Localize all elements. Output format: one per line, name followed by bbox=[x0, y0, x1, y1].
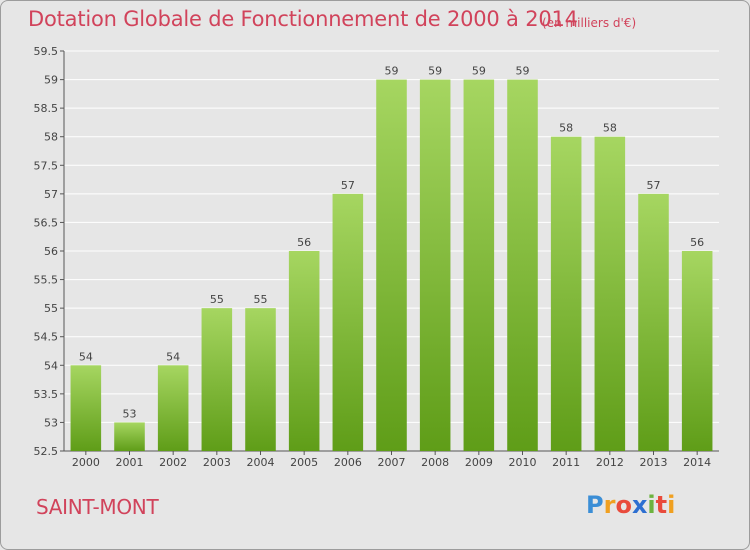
logo-letter: r bbox=[603, 491, 616, 519]
bar-2014 bbox=[681, 251, 713, 451]
logo-letter: i bbox=[647, 491, 656, 519]
value-label: 57 bbox=[647, 179, 661, 192]
value-label: 57 bbox=[341, 179, 355, 192]
value-labels: 54 53 54 55 55 56 57 59 59 59 59 58 58 57 56 bbox=[79, 65, 704, 421]
proxiti-logo[interactable]: Proxiti bbox=[586, 491, 675, 519]
x-tick-label: 2013 bbox=[640, 456, 668, 469]
y-tick-label: 56.5 bbox=[34, 216, 59, 229]
chart-title: Dotation Globale de Fonctionnement de 20… bbox=[28, 7, 578, 31]
value-label: 55 bbox=[254, 293, 268, 306]
value-label: 58 bbox=[559, 122, 573, 135]
value-label: 59 bbox=[516, 65, 530, 78]
bar-2001 bbox=[114, 422, 145, 451]
x-tick-label: 2001 bbox=[116, 456, 144, 469]
bar-2004 bbox=[245, 308, 276, 451]
logo-letter: x bbox=[631, 491, 648, 519]
x-tick-label: 2009 bbox=[465, 456, 493, 469]
bars bbox=[70, 79, 713, 452]
y-tick-label: 59 bbox=[44, 74, 58, 87]
x-tick-label: 2005 bbox=[290, 456, 318, 469]
value-label: 54 bbox=[79, 350, 93, 363]
bar-2003 bbox=[201, 308, 233, 451]
y-tick-label: 58 bbox=[44, 131, 58, 144]
x-tick-label: 2012 bbox=[596, 456, 624, 469]
bar-2013 bbox=[638, 193, 669, 451]
value-label: 53 bbox=[123, 407, 137, 420]
x-tick-label: 2007 bbox=[378, 456, 406, 469]
y-tick-label: 55 bbox=[44, 302, 58, 315]
value-label: 55 bbox=[210, 293, 224, 306]
bar-2010 bbox=[507, 79, 538, 452]
bar-2012 bbox=[594, 136, 626, 451]
logo-letter: o bbox=[615, 491, 632, 519]
y-tick-label: 55.5 bbox=[34, 274, 59, 287]
value-label: 59 bbox=[428, 65, 442, 78]
bar-2006 bbox=[332, 193, 364, 451]
x-tick-label: 2004 bbox=[247, 456, 275, 469]
bar-2002 bbox=[157, 365, 189, 451]
x-tick-label: 2014 bbox=[683, 456, 711, 469]
y-tick-label: 53.5 bbox=[34, 388, 59, 401]
bar-2008 bbox=[419, 79, 451, 452]
value-label: 59 bbox=[472, 65, 486, 78]
value-label: 56 bbox=[690, 236, 704, 249]
value-label: 58 bbox=[603, 122, 617, 135]
y-tick-label: 56 bbox=[44, 245, 58, 258]
value-label: 59 bbox=[385, 65, 399, 78]
bar-2011 bbox=[550, 136, 582, 451]
bar-2007 bbox=[376, 79, 407, 452]
y-tick-labels: 52.5 53 53.5 54 54.5 55 55.5 56 56.5 57 57.5 58 58.5… bbox=[34, 45, 59, 458]
bar-2000 bbox=[70, 365, 102, 451]
x-tick-label: 2008 bbox=[421, 456, 449, 469]
chart-unit: (en milliers d'€) bbox=[542, 16, 637, 30]
value-label: 56 bbox=[297, 236, 311, 249]
bar-2009 bbox=[463, 79, 495, 452]
y-tick-label: 58.5 bbox=[34, 102, 59, 115]
y-tick-label: 52.5 bbox=[34, 445, 59, 458]
x-tick-label: 2006 bbox=[334, 456, 362, 469]
x-tick-label: 2002 bbox=[159, 456, 187, 469]
y-tick-label: 54.5 bbox=[34, 331, 59, 344]
x-tick-label: 2000 bbox=[72, 456, 100, 469]
y-tick-label: 57 bbox=[44, 188, 58, 201]
x-tick-label: 2010 bbox=[509, 456, 537, 469]
logo-letter: i bbox=[667, 491, 676, 519]
logo-letter: P bbox=[586, 491, 604, 519]
x-tick-labels: 2000 2001 2002 2003 2004 2005 2006 2007 2008 2009… bbox=[72, 456, 711, 469]
x-tick-label: 2011 bbox=[552, 456, 580, 469]
y-tick-label: 59.5 bbox=[34, 45, 59, 58]
commune-name: SAINT-MONT bbox=[36, 495, 159, 519]
y-tick-label: 54 bbox=[44, 359, 58, 372]
bar-2005 bbox=[288, 251, 320, 451]
y-tick-label: 57.5 bbox=[34, 159, 59, 172]
value-label: 54 bbox=[166, 350, 180, 363]
y-tick-label: 53 bbox=[44, 416, 58, 429]
x-tick-label: 2003 bbox=[203, 456, 231, 469]
logo-letter: t bbox=[655, 491, 668, 519]
